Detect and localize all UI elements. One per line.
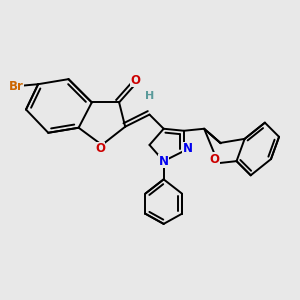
Text: Br: Br xyxy=(8,80,23,93)
Text: O: O xyxy=(95,142,105,155)
Text: N: N xyxy=(159,154,169,168)
Text: N: N xyxy=(183,142,193,155)
Text: O: O xyxy=(209,153,219,166)
Text: O: O xyxy=(130,74,140,87)
Text: H: H xyxy=(145,92,154,101)
